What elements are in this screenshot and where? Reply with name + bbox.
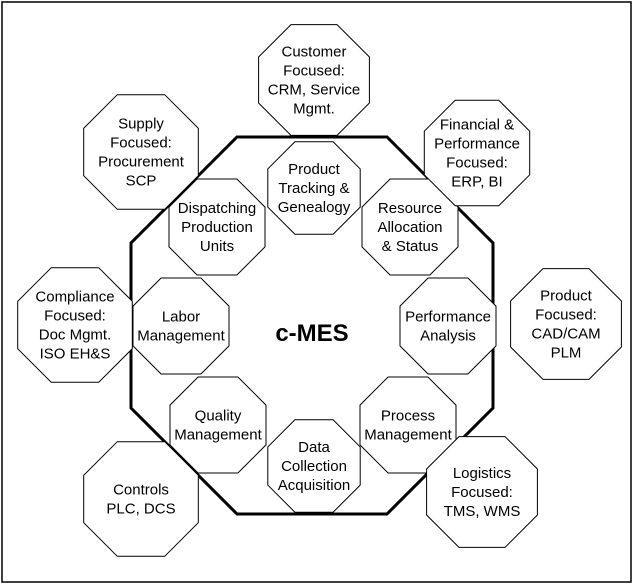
customer-focused-node: Customer Focused: CRM, Service Mgmt.: [258, 24, 370, 136]
product-tracking-octagon: [267, 141, 361, 235]
process-management-label-line: Management: [364, 427, 452, 444]
data-collection-label-line: Data: [298, 439, 330, 456]
product-tracking-label-line: Product: [288, 161, 341, 178]
compliance-focused-label-line: ISO EH&S: [40, 346, 111, 363]
performance-analysis-label-line: Performance: [405, 309, 491, 326]
supply-focused-node: Supply Focused: Procurement SCP: [83, 94, 199, 210]
supply-focused-label-line: Focused:: [110, 135, 172, 152]
supply-focused-octagon: [83, 94, 199, 210]
customer-focused-label-line: Customer: [281, 44, 346, 61]
product-focused-label-line: CAD/CAM: [531, 326, 600, 343]
product-focused-label-line: Focused:: [535, 307, 597, 324]
logistics-focused-label-line: TMS, WMS: [444, 503, 521, 520]
customer-focused-label-line: CRM, Service: [268, 82, 361, 99]
financial-focused-label-line: ERP, BI: [451, 174, 502, 191]
compliance-focused-octagon: [17, 267, 133, 383]
process-management-octagon: [359, 376, 457, 474]
product-focused-label-line: PLM: [551, 345, 582, 362]
compliance-focused-label-line: Compliance: [35, 289, 114, 306]
compliance-focused-label-line: Doc Mgmt.: [39, 327, 112, 344]
supply-focused-label-line: Supply: [118, 116, 164, 133]
controls-label-line: PLC, DCS: [106, 501, 175, 518]
controls-octagon: [83, 441, 199, 557]
logistics-focused-node: Logistics Focused: TMS, WMS: [426, 436, 538, 548]
financial-focused-label-line: Focused:: [446, 155, 508, 172]
dispatching-octagon: [168, 178, 266, 276]
product-focused-octagon: [510, 268, 622, 380]
resource-allocation-label-line: Allocation: [377, 219, 442, 236]
controls-label-line: Controls: [113, 482, 169, 499]
data-collection-node: Data Collection Acquisition: [267, 419, 361, 513]
performance-analysis-label-line: Analysis: [420, 328, 476, 345]
financial-focused-octagon: [423, 99, 531, 207]
product-focused-label-line: Product: [540, 288, 593, 305]
product-tracking-label-line: Tracking &: [278, 180, 349, 197]
process-management-node: Process Management: [359, 376, 457, 474]
resource-allocation-label-line: Resource: [378, 200, 442, 217]
labor-management-label-line: Management: [137, 328, 225, 345]
compliance-focused-node: Compliance Focused: Doc Mgmt. ISO EH&S: [17, 267, 133, 383]
resource-allocation-node: Resource Allocation & Status: [361, 178, 459, 276]
logistics-focused-octagon: [426, 436, 538, 548]
customer-focused-label-line: Focused:: [283, 63, 345, 80]
quality-management-label-line: Management: [174, 427, 262, 444]
resource-allocation-label-line: & Status: [382, 238, 439, 255]
logistics-focused-label-line: Logistics: [453, 465, 511, 482]
quality-management-node: Quality Management: [169, 376, 267, 474]
financial-focused-label-line: Financial &: [440, 117, 514, 134]
customer-focused-octagon: [258, 24, 370, 136]
customer-focused-label-line: Mgmt.: [293, 101, 335, 118]
product-tracking-node: Product Tracking & Genealogy: [267, 141, 361, 235]
dispatching-label-line: Units: [200, 238, 234, 255]
supply-focused-label-line: Procurement: [98, 154, 185, 171]
product-focused-node: Product Focused: CAD/CAM PLM: [510, 268, 622, 380]
supply-focused-label-line: SCP: [126, 173, 157, 190]
labor-management-octagon: [132, 277, 230, 375]
controls-node: Controls PLC, DCS: [83, 441, 199, 557]
dispatching-label-line: Production: [181, 219, 253, 236]
quality-management-octagon: [169, 376, 267, 474]
data-collection-label-line: Acquisition: [278, 477, 351, 494]
performance-analysis-octagon: [399, 277, 497, 375]
process-management-label-line: Process: [381, 408, 435, 425]
data-collection-label-line: Collection: [281, 458, 347, 475]
labor-management-node: Labor Management: [132, 277, 230, 375]
product-tracking-label-line: Genealogy: [278, 199, 351, 216]
labor-management-label-line: Labor: [162, 309, 200, 326]
data-collection-octagon: [267, 419, 361, 513]
financial-focused-label-line: Performance: [434, 136, 520, 153]
dispatching-node: Dispatching Production Units: [168, 178, 266, 276]
logistics-focused-label-line: Focused:: [451, 484, 513, 501]
quality-management-label-line: Quality: [195, 408, 242, 425]
compliance-focused-label-line: Focused:: [44, 308, 106, 325]
financial-focused-node: Financial & Performance Focused: ERP, BI: [423, 99, 531, 207]
dispatching-label-line: Dispatching: [178, 200, 256, 217]
c-mes-title: c-MES: [275, 320, 348, 347]
performance-analysis-node: Performance Analysis: [399, 277, 497, 375]
